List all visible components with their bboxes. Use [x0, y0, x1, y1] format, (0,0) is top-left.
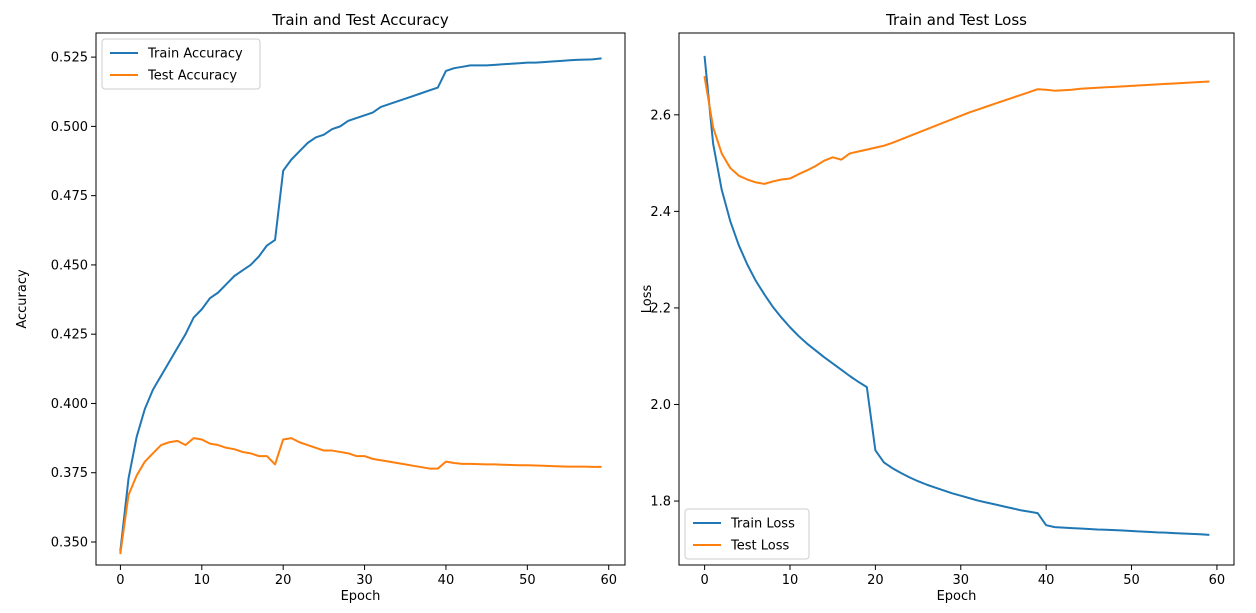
chart0-x-tick-label: 20: [275, 573, 292, 588]
chart1-x-tick-label: 20: [867, 573, 884, 588]
chart0-x-tick-label: 10: [194, 573, 211, 588]
chart0-y-tick-label: 0.450: [51, 258, 88, 273]
chart1-legend-label-0: Train Loss: [730, 517, 795, 532]
chart1-y-tick-label: 2.4: [650, 205, 671, 220]
chart0-title: Train and Test Accuracy: [271, 11, 449, 29]
chart0-x-tick-label: 0: [116, 573, 124, 588]
chart1-series-line-0: [703, 55, 1210, 536]
chart0-x-tick-label: 60: [600, 573, 617, 588]
chart0-x-axis-label: Epoch: [341, 589, 381, 604]
chart0-y-axis-label: Accuracy: [15, 269, 30, 329]
chart1-legend: Train Loss Test Loss: [684, 508, 810, 560]
chart0-y-tick-label: 0.375: [51, 466, 88, 481]
chart1-title: Train and Test Loss: [885, 11, 1027, 29]
chart1-y-tick-label: 2.0: [650, 398, 671, 413]
chart0-legend: Train Accuracy Test Accuracy: [101, 38, 261, 90]
chart0-y-tick-label: 0.425: [51, 328, 88, 343]
chart1-x-tick-label: 0: [700, 573, 708, 588]
chart0-y-tick-label: 0.500: [51, 120, 88, 135]
chart0-group: 0 10 20 30 40 50 60 0.350 0.375 0.400 0.425 0.450 0.…: [15, 11, 626, 604]
chart1-group: 0 10 20 30 40 50 60 1.8 2.0 2.2 2.4 2.6 Train and Te…: [640, 11, 1235, 604]
chart1-x-tick-label: 40: [1038, 573, 1055, 588]
chart1-x-tick-label: 50: [1123, 573, 1140, 588]
chart0-y-tick-label: 0.525: [51, 51, 88, 66]
chart0-series-line-1: [119, 437, 602, 555]
chart0-axes-frame: [95, 32, 626, 566]
chart1-y-tick-label: 1.8: [650, 495, 671, 510]
chart1-legend-box: [684, 508, 810, 560]
chart0-y-tick-label: 0.400: [51, 397, 88, 412]
chart0-legend-label-1: Test Accuracy: [147, 69, 237, 84]
chart0-x-tick-label: 50: [519, 573, 536, 588]
chart1-y-tick-label: 2.6: [650, 108, 671, 123]
chart1-series-line-1: [703, 76, 1210, 185]
chart0-legend-label-0: Train Accuracy: [147, 47, 243, 62]
chart0-x-tick-label: 40: [438, 573, 455, 588]
chart1-x-tick-label: 60: [1209, 573, 1226, 588]
chart0-y-tick-label: 0.350: [51, 536, 88, 551]
chart1-x-tick-label: 30: [952, 573, 969, 588]
chart0-series-line-0: [119, 57, 602, 552]
chart1-x-axis-label: Epoch: [937, 589, 977, 604]
chart1-x-tick-label: 10: [782, 573, 799, 588]
chart0-y-tick-label: 0.475: [51, 189, 88, 204]
chart1-y-tick-label: 2.2: [650, 301, 671, 316]
chart1-legend-label-1: Test Loss: [730, 539, 789, 554]
chart1-y-axis-label: Loss: [640, 285, 655, 314]
chart0-legend-box: [101, 38, 261, 90]
chart1-axes-frame: [678, 32, 1235, 566]
chart0-x-tick-label: 30: [356, 573, 373, 588]
